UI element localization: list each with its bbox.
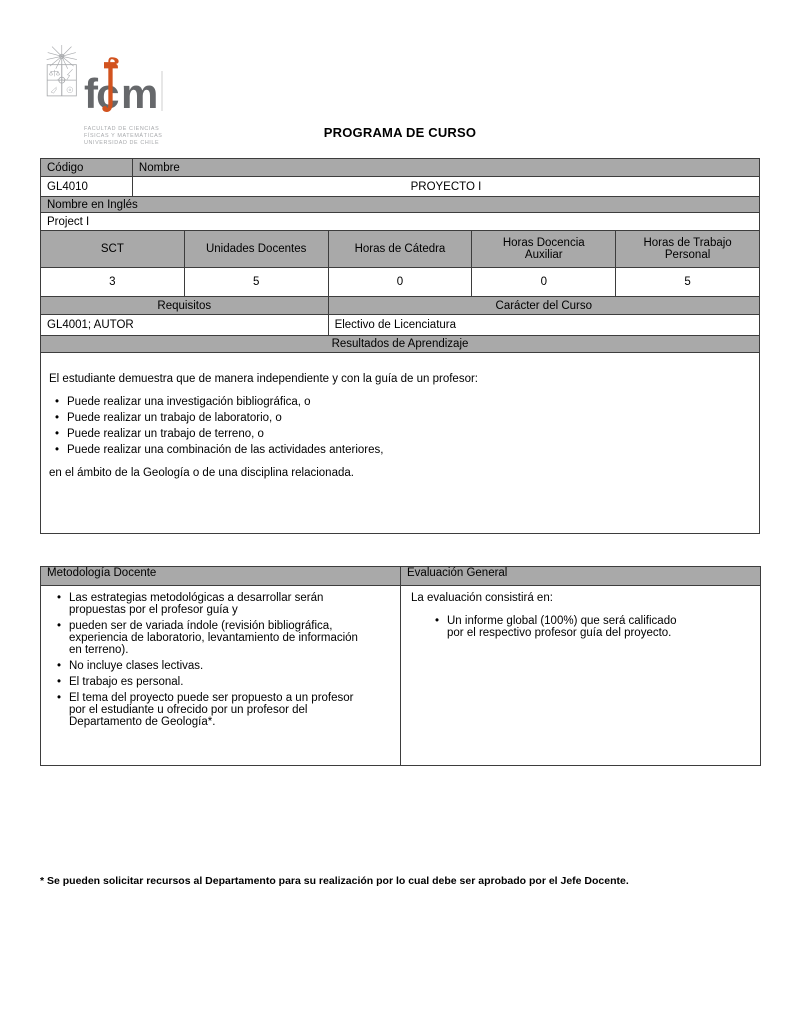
svg-text:fc: fc (84, 70, 119, 117)
svg-text:m: m (121, 70, 157, 117)
